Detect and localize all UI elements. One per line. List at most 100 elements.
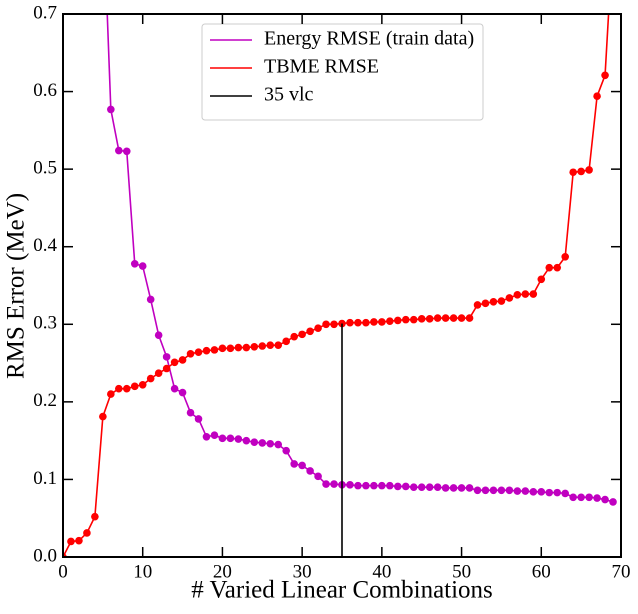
data-point — [529, 290, 538, 298]
legend-label: TBME RMSE — [264, 56, 379, 78]
data-point — [569, 168, 577, 177]
data-point — [178, 356, 187, 364]
y-tick-label: 0.1 — [33, 468, 57, 489]
data-point — [362, 481, 370, 490]
data-point — [234, 343, 243, 352]
data-point — [218, 434, 227, 443]
data-point — [378, 481, 386, 490]
data-point — [593, 494, 601, 502]
data-point — [186, 408, 195, 417]
series-line — [63, 14, 610, 557]
data-point — [250, 438, 259, 446]
plot-area — [63, 14, 617, 557]
data-point — [282, 337, 291, 346]
data-point — [497, 297, 506, 305]
data-point — [601, 495, 609, 504]
data-point — [394, 482, 402, 491]
data-point — [433, 483, 442, 491]
data-point — [107, 390, 115, 398]
data-point — [417, 315, 426, 323]
data-point — [226, 434, 235, 443]
y-tick-label: 0.5 — [33, 158, 57, 179]
data-point — [146, 374, 155, 383]
data-point — [210, 431, 219, 440]
data-point — [545, 488, 554, 497]
data-point — [593, 92, 601, 101]
data-point — [441, 484, 450, 492]
data-point — [75, 536, 83, 545]
data-point — [226, 344, 235, 353]
data-point — [115, 146, 123, 155]
y-tick-label: 0.2 — [33, 390, 57, 411]
data-point — [585, 493, 593, 502]
data-point — [473, 301, 482, 309]
data-point — [242, 436, 251, 445]
data-point — [513, 291, 522, 299]
data-point — [577, 167, 585, 176]
data-point — [441, 314, 450, 322]
data-point — [194, 415, 203, 423]
data-point — [394, 316, 402, 325]
data-point — [465, 314, 474, 322]
y-tick-label: 0.3 — [33, 313, 57, 334]
data-point — [330, 480, 338, 488]
data-point — [242, 343, 251, 352]
y-axis-label: RMS Error (MeV) — [3, 193, 30, 379]
data-point — [162, 353, 171, 361]
data-point — [537, 275, 546, 284]
data-point — [266, 439, 275, 448]
data-point — [178, 388, 187, 397]
data-point — [314, 324, 322, 332]
legend-box — [201, 23, 484, 121]
data-point — [401, 315, 410, 324]
data-point — [401, 482, 410, 491]
x-tick-label: 50 — [452, 561, 471, 582]
data-point — [481, 486, 490, 495]
data-point — [386, 317, 394, 325]
data-point — [457, 484, 466, 492]
data-point — [274, 341, 283, 350]
x-tick-label: 30 — [293, 561, 312, 582]
data-point — [561, 489, 569, 498]
data-point — [99, 412, 107, 421]
data-point — [154, 369, 163, 377]
data-point — [370, 481, 378, 490]
legend: Energy RMSE (train data) TBME RMSE 35 vlc — [201, 23, 484, 121]
data-point — [138, 380, 147, 389]
data-point — [282, 446, 291, 455]
data-point — [354, 481, 362, 490]
x-tick-label: 10 — [133, 561, 152, 582]
legend-label: 35 vlc — [264, 84, 314, 106]
data-point — [449, 484, 458, 492]
data-point — [115, 384, 123, 393]
data-point — [529, 488, 538, 496]
data-point — [489, 486, 498, 495]
data-point — [218, 344, 227, 353]
data-point — [346, 481, 354, 489]
data-point — [425, 315, 434, 323]
data-point — [138, 262, 147, 270]
data-point — [91, 512, 99, 521]
data-point — [306, 467, 314, 475]
data-point — [497, 486, 506, 495]
y-tick-label: 0.4 — [33, 235, 57, 256]
data-point — [322, 320, 330, 329]
data-point — [433, 314, 442, 322]
x-tick-label: 40 — [372, 561, 391, 582]
data-point — [601, 71, 609, 80]
data-point — [521, 290, 530, 298]
data-point — [314, 472, 322, 481]
data-point — [162, 364, 171, 373]
data-point — [513, 487, 522, 495]
data-point — [553, 263, 562, 272]
y-tick-label: 0.7 — [33, 2, 57, 23]
data-point — [170, 358, 179, 367]
data-point — [577, 493, 585, 502]
data-point — [561, 252, 569, 261]
data-point — [545, 263, 554, 272]
data-point — [298, 330, 306, 339]
data-point — [306, 327, 314, 336]
data-point — [258, 439, 267, 447]
data-point — [473, 486, 482, 495]
data-point — [378, 318, 386, 326]
